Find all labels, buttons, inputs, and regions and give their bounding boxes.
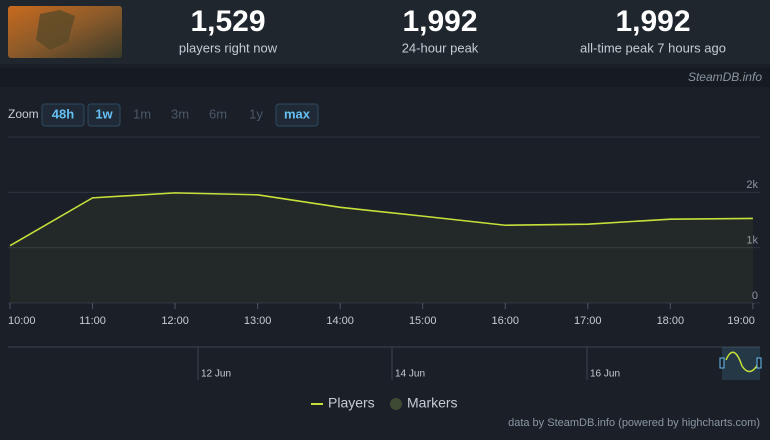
x-tick-label: 18:00: [657, 315, 685, 327]
stat-label: players right now: [179, 40, 278, 55]
zoom-button[interactable]: [87, 103, 121, 127]
header-band: [0, 0, 770, 64]
navigator-handle[interactable]: [756, 357, 762, 369]
navigator-label: 12 Jun: [201, 369, 231, 380]
x-tick-label: 13:00: [244, 315, 272, 327]
watermark: SteamDB.info: [688, 70, 762, 84]
navigator-line: [725, 351, 759, 373]
y-tick-label: 1k: [746, 235, 758, 247]
x-tick-label: 15:00: [409, 315, 437, 327]
x-tick-label: 11:00: [79, 315, 106, 327]
stat-value: 1,992: [402, 5, 477, 38]
x-tick-label: 16:00: [491, 315, 519, 327]
zoom-button-label[interactable]: 1m: [133, 106, 151, 121]
zoom-button[interactable]: [41, 103, 85, 127]
zoom-button-label[interactable]: 1y: [249, 106, 263, 121]
zoom-button-label[interactable]: 3m: [171, 106, 189, 121]
x-tick-label: 14:00: [326, 315, 354, 327]
x-tick-label: 12:00: [161, 315, 189, 327]
zoom-button[interactable]: [275, 103, 319, 127]
watermark-band: [0, 68, 770, 87]
series-area: [10, 192, 753, 303]
zoom-button-label[interactable]: 6m: [209, 106, 227, 121]
y-tick-label: 0: [752, 290, 758, 302]
zoom-button-label[interactable]: 48h: [52, 106, 74, 121]
navigator-label: 14 Jun: [395, 369, 425, 380]
legend-label[interactable]: Markers: [407, 395, 458, 411]
series-line: [9, 192, 753, 247]
navigator-handle[interactable]: [719, 357, 725, 369]
legend-symbol[interactable]: [390, 398, 402, 410]
stat-value: 1,992: [615, 5, 690, 38]
stat-value: 1,529: [190, 5, 265, 38]
credits: data by SteamDB.info (powered by highcha…: [508, 417, 760, 429]
thumbnail-art: [36, 10, 75, 50]
x-tick-label: 10:00: [8, 315, 36, 327]
x-tick-label: 19:00: [727, 315, 755, 327]
stat-label: all-time peak 7 hours ago: [580, 40, 726, 55]
zoom-button-label[interactable]: max: [284, 106, 311, 121]
legend-label[interactable]: Players: [328, 395, 375, 411]
navigator-label: 16 Jun: [590, 369, 620, 380]
zoom-label: Zoom: [8, 107, 39, 121]
chart-panel: [0, 88, 770, 440]
zoom-button-label[interactable]: 1w: [95, 106, 113, 121]
stat-label: 24-hour peak: [402, 40, 479, 55]
x-tick-label: 17:00: [574, 315, 602, 327]
y-tick-label: 2k: [746, 179, 758, 191]
